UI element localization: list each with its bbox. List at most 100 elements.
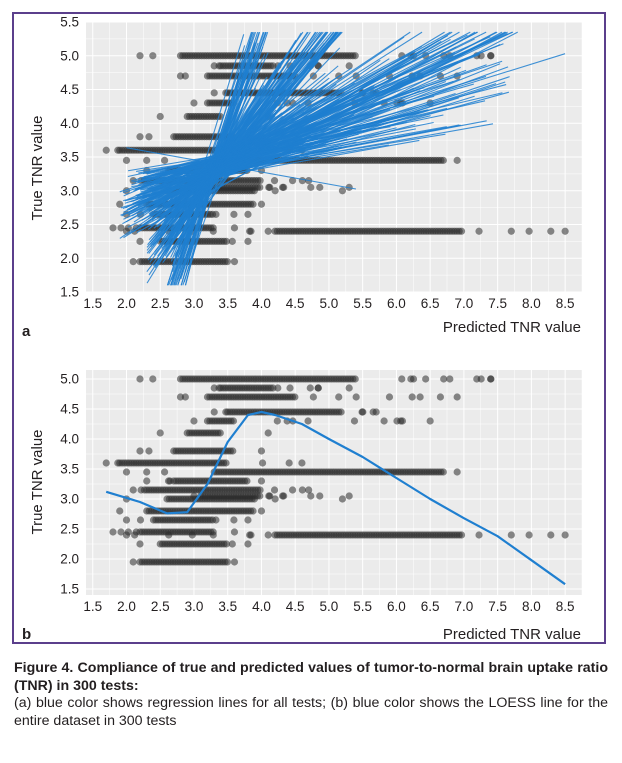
scatter-point (230, 258, 239, 266)
scatter-point (426, 417, 434, 425)
scatter-point (453, 393, 461, 401)
scatter-point (249, 200, 257, 208)
x-tick-label: 1.5 (83, 599, 102, 614)
scatter-point (398, 417, 407, 425)
scatter-point (210, 384, 218, 392)
scatter-point (385, 393, 394, 401)
scatter-point (305, 486, 313, 494)
scatter-point (351, 52, 359, 60)
scatter-point (473, 375, 481, 383)
y-tick-label: 4.0 (60, 116, 79, 131)
axis-ticks-a: 1.5 2.0 2.5 3.0 3.5 4.0 4.5 5.0 5.5 6.0 6.5 7.0 7.5 8… (60, 15, 574, 312)
y-tick-label: 3.5 (60, 150, 79, 165)
x-tick-label: 2.5 (151, 296, 170, 311)
x-tick-label: 5.5 (353, 599, 372, 614)
scatter-point (216, 429, 224, 437)
scatter-point (129, 258, 137, 266)
scatter-point (244, 237, 252, 245)
scatter-point (271, 495, 279, 503)
scatter-point (487, 375, 495, 383)
x-tick-label: 7.0 (455, 296, 474, 311)
scatter-point (316, 183, 324, 191)
scatter-point (136, 133, 144, 141)
scatter-point (136, 540, 144, 548)
scatter-point (102, 146, 110, 154)
x-tick-label: 8.5 (556, 599, 575, 614)
scatter-point (229, 447, 237, 455)
scatter-point (350, 417, 359, 425)
x-tick-label: 4.5 (286, 296, 305, 311)
scatter-point (256, 486, 264, 494)
scatter-point (124, 528, 132, 536)
scatter-point (298, 459, 306, 467)
x-tick-label: 6.5 (421, 296, 440, 311)
x-tick-label: 2.0 (117, 599, 136, 614)
regression-line (159, 31, 321, 239)
x-tick-label: 6.0 (387, 599, 406, 614)
scatter-point (475, 531, 483, 539)
scatter-point (244, 210, 252, 218)
scatter-point (136, 237, 144, 245)
scatter-point (132, 528, 140, 536)
regression-line (185, 45, 256, 245)
x-tick-label: 7.5 (488, 296, 507, 311)
scatter-point (307, 492, 315, 500)
scatter-point (143, 468, 151, 476)
scatter-point (561, 531, 569, 539)
x-tick-label: 2.5 (151, 599, 170, 614)
scatter-point (143, 477, 151, 485)
y-tick-label: 4.5 (60, 402, 79, 417)
scatter-point (288, 486, 297, 494)
x-tick-label: 8.5 (556, 296, 575, 311)
scatter-point (190, 99, 198, 107)
scatter-point (309, 393, 317, 401)
panel-label-b: b (22, 626, 31, 643)
scatter-point (398, 375, 406, 383)
scatter-point (140, 486, 148, 494)
x-tick-label: 2.0 (117, 296, 136, 311)
scatter-point (525, 227, 533, 235)
scatter-point (439, 156, 447, 164)
scatter-point (314, 384, 322, 392)
scatter-point (149, 375, 157, 383)
scatter-point (247, 227, 255, 235)
scatter-point (136, 375, 144, 383)
y-tick-label: 5.0 (60, 372, 79, 387)
regression-line (149, 124, 460, 186)
y-tick-label: 3.5 (60, 462, 79, 477)
scatter-point (457, 227, 466, 235)
regression-line (172, 31, 337, 250)
x-tick-label: 3.0 (185, 296, 204, 311)
scatter-point (439, 468, 447, 476)
scatter-point (190, 492, 198, 500)
x-tick-label: 6.0 (387, 296, 406, 311)
scatter-point (270, 486, 279, 494)
scatter-point (372, 408, 380, 416)
scatter-point (114, 146, 122, 154)
scatter-point (351, 375, 359, 383)
scatter-point (359, 408, 367, 416)
scatter-point (243, 477, 251, 485)
scatter-point (304, 417, 312, 425)
x-tick-label: 5.0 (320, 599, 339, 614)
scatter-point (143, 156, 151, 164)
scatter-point (114, 459, 122, 467)
scatter-point (228, 237, 236, 245)
scatter-point (136, 447, 144, 455)
scatter-point (453, 468, 461, 476)
y-tick-label: 5.5 (60, 15, 79, 30)
x-tick-label: 4.0 (252, 599, 271, 614)
scatter-point (436, 393, 445, 401)
scatter-point (345, 62, 353, 70)
scatter-point (258, 459, 267, 467)
scatter-point (440, 375, 448, 383)
y-axis-label-a: True TNR value (29, 115, 46, 220)
scatter-point (345, 492, 353, 500)
scatter-point (145, 447, 153, 455)
scatter-point (249, 507, 257, 515)
regression-line (167, 31, 423, 194)
figure-plots: 1.5 2.0 2.5 3.0 3.5 4.0 4.5 5.0 5.5 6.0 6.5 7.0 7.5 8… (22, 15, 583, 643)
x-tick-label: 8.0 (522, 599, 541, 614)
scatter-point (212, 210, 220, 218)
scatter-point (230, 210, 238, 218)
